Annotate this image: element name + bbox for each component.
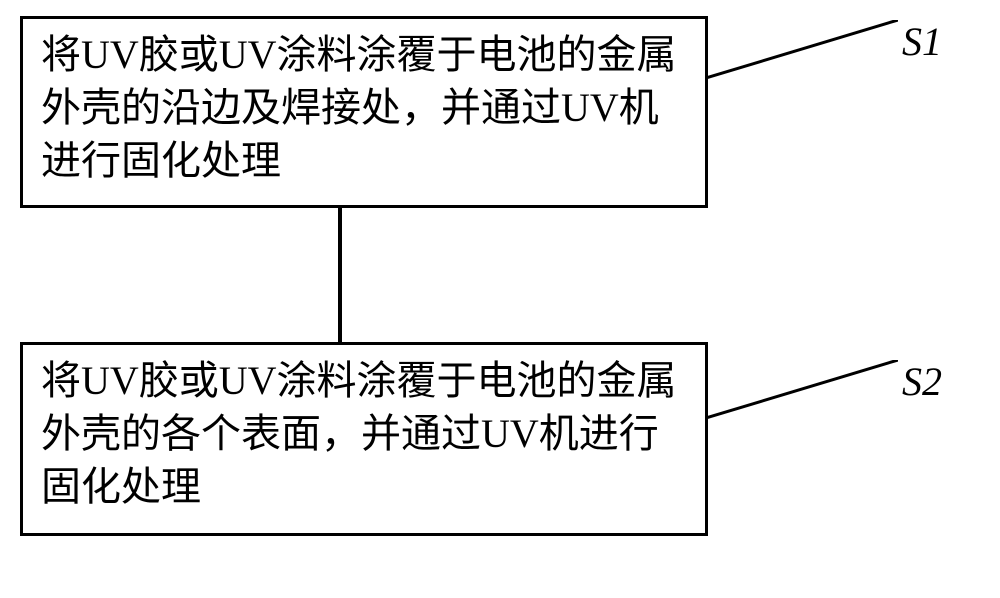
lead-line-s2-line xyxy=(706,360,898,418)
lead-line-s2 xyxy=(706,360,898,420)
lead-line-s1 xyxy=(706,20,898,80)
label-s2: S2 xyxy=(902,358,942,405)
step-box-s1: 将UV胶或UV涂料涂覆于电池的金属 外壳的沿边及焊接处，并通过UV机 进行固化处… xyxy=(20,16,708,208)
lead-line-s1-line xyxy=(706,20,898,78)
lead-line-s2-svg xyxy=(706,360,898,420)
label-s1: S1 xyxy=(902,18,942,65)
step-text-s1: 将UV胶或UV涂料涂覆于电池的金属 外壳的沿边及焊接处，并通过UV机 进行固化处… xyxy=(41,29,687,187)
step-text-s2: 将UV胶或UV涂料涂覆于电池的金属 外壳的各个表面，并通过UV机进行 固化处理 xyxy=(41,355,687,513)
connector-s1-s2 xyxy=(338,208,342,342)
lead-line-s1-svg xyxy=(706,20,898,80)
diagram-canvas: 将UV胶或UV涂料涂覆于电池的金属 外壳的沿边及焊接处，并通过UV机 进行固化处… xyxy=(0,0,1000,598)
step-box-s2: 将UV胶或UV涂料涂覆于电池的金属 外壳的各个表面，并通过UV机进行 固化处理 xyxy=(20,342,708,536)
